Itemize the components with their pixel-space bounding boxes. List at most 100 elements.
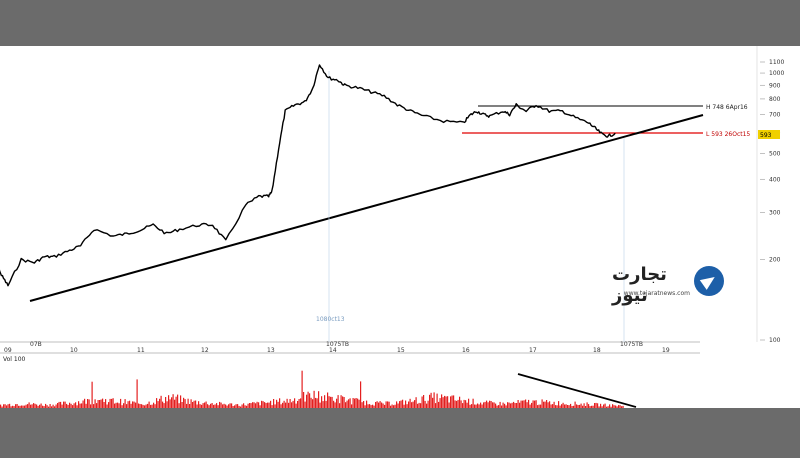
volume-bar — [493, 402, 495, 408]
volume-bar — [484, 401, 486, 408]
volume-bar — [360, 381, 362, 408]
volume-bar — [15, 404, 17, 408]
volume-bar — [459, 396, 461, 408]
volume-bar — [315, 397, 317, 408]
volume-bar — [600, 403, 602, 408]
volume-bar — [204, 402, 206, 408]
volume-bar — [9, 403, 11, 408]
volume-bar — [118, 403, 120, 408]
volume-bar — [529, 404, 531, 408]
volume-bar — [93, 404, 95, 408]
volume-bar — [64, 401, 66, 408]
volume-bar — [415, 397, 417, 408]
volume-bar — [603, 404, 605, 408]
volume-bar — [336, 398, 338, 408]
volume-bar — [58, 401, 60, 408]
volume-bar — [475, 404, 477, 408]
volume-bar — [576, 404, 578, 408]
volume-bar — [465, 400, 467, 408]
volume-bar — [213, 404, 215, 408]
volume-bar — [472, 398, 474, 408]
y-tick-label: 1100 — [769, 59, 784, 66]
volume-bar — [505, 405, 507, 408]
volume-bar — [522, 400, 524, 408]
volume-bar — [106, 404, 108, 408]
volume-bar — [598, 406, 600, 408]
watermark-url: www.tejaratnews.com — [623, 290, 690, 297]
volume-bar — [144, 405, 146, 408]
volume-bar — [391, 404, 393, 408]
volume-bar — [318, 391, 320, 408]
volume-bar — [105, 399, 107, 408]
volume-bar — [175, 396, 177, 408]
volume-bar — [550, 404, 552, 408]
volume-bar — [495, 403, 497, 408]
volume-bar — [490, 401, 492, 408]
volume-bar — [585, 406, 587, 408]
volume-bar — [100, 399, 102, 408]
volume-bar — [16, 404, 18, 408]
volume-bar — [153, 402, 155, 408]
volume-bar — [261, 400, 263, 408]
volume-bar — [222, 404, 224, 408]
volume-bar — [345, 402, 347, 408]
volume-bar — [33, 403, 35, 408]
volume-bar — [316, 398, 318, 408]
volume-bar — [372, 404, 374, 408]
x-tick-label: 18 — [593, 347, 601, 354]
volume-bar — [312, 399, 314, 408]
volume-bar — [436, 393, 438, 408]
volume-bar — [498, 405, 500, 408]
x-tick-label: 13 — [267, 347, 275, 354]
volume-bar — [588, 404, 590, 408]
volume-bar — [442, 397, 444, 408]
volume-bar — [268, 402, 270, 408]
volume-bar — [607, 406, 609, 408]
volume-bar — [492, 402, 494, 408]
volume-bar — [21, 405, 23, 408]
volume-bar — [418, 402, 420, 408]
volume-bar — [460, 400, 462, 408]
volume-bar — [613, 405, 615, 408]
volume-bar — [606, 406, 608, 408]
volume-bar — [55, 404, 57, 408]
volume-bar — [132, 401, 134, 408]
volume-bar — [397, 403, 399, 408]
volume-bar — [483, 402, 485, 408]
volume-bar — [228, 404, 230, 408]
volume-bar — [247, 403, 249, 408]
volume-bar — [615, 405, 617, 408]
current-value: 593 — [760, 132, 772, 139]
volume-bar — [51, 406, 53, 408]
volume-bar — [25, 404, 27, 408]
volume-bar — [193, 400, 195, 408]
volume-bar — [102, 398, 104, 408]
volume-bar — [199, 404, 201, 408]
volume-bar — [520, 400, 522, 408]
y-tick-label: 100 — [769, 337, 781, 344]
volume-bar — [324, 395, 326, 408]
volume-bar — [369, 404, 371, 408]
x-tick-label: 07B — [30, 341, 42, 348]
volume-bar — [42, 405, 44, 408]
volume-bar — [445, 396, 447, 408]
volume-bar — [402, 399, 404, 408]
volume-bar — [439, 398, 441, 408]
volume-bar — [421, 396, 423, 408]
volume-bar — [394, 404, 396, 408]
volume-bar — [40, 403, 42, 408]
price-line — [0, 64, 616, 287]
volume-bar — [384, 404, 386, 408]
volume-bar — [466, 402, 468, 408]
volume-bar — [258, 402, 260, 408]
price-chart: 11001000900800700600500400300200100 0907… — [0, 46, 784, 408]
volume-bar — [370, 405, 372, 408]
volume-bar — [99, 400, 101, 408]
volume-bar — [217, 405, 219, 408]
watermark-logo: تجارت نیوز www.tejaratnews.com — [612, 262, 724, 306]
volume-bar — [109, 398, 111, 408]
volume-bar — [612, 404, 614, 408]
volume-bar — [349, 398, 351, 408]
volume-bar — [108, 402, 110, 408]
